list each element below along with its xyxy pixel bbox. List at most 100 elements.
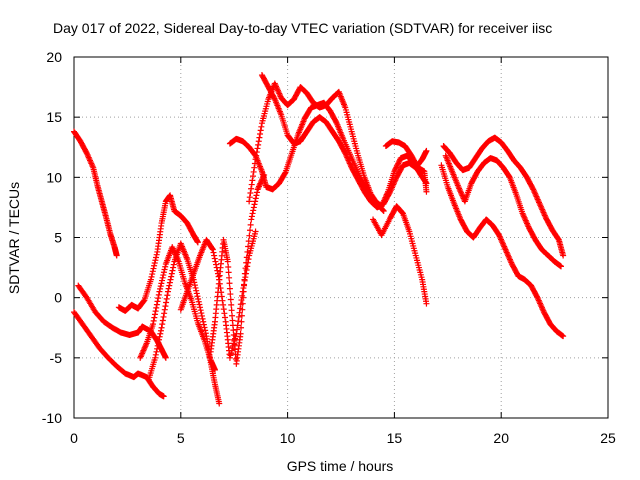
data-point	[156, 333, 163, 340]
data-point	[240, 294, 247, 301]
data-point	[246, 232, 253, 239]
data-point	[150, 317, 157, 324]
data-point	[252, 228, 259, 235]
data-point	[395, 160, 402, 167]
data-point	[152, 308, 159, 315]
series-track-16	[438, 162, 567, 340]
data-point	[533, 293, 540, 300]
data-point	[271, 94, 278, 101]
data-point	[195, 298, 202, 305]
series-track-14	[440, 134, 567, 259]
data-point	[216, 400, 223, 407]
series-track-7	[177, 228, 259, 361]
data-point	[162, 354, 169, 361]
x-tick-label: 15	[387, 430, 403, 446]
data-point	[213, 261, 220, 268]
data-point	[227, 296, 234, 303]
data-point	[257, 127, 264, 134]
data-point	[246, 194, 253, 201]
data-point	[247, 189, 254, 196]
data-point	[155, 291, 162, 298]
data-point	[170, 261, 177, 268]
data-point	[192, 284, 199, 291]
data-point	[221, 310, 228, 317]
data-point	[195, 295, 202, 302]
data-point	[156, 336, 163, 343]
data-point	[162, 263, 169, 270]
data-point	[252, 195, 259, 202]
data-point	[235, 318, 242, 325]
data-point	[243, 254, 250, 261]
tick-labels: 0 5 10 15 20 25 -10 -5 0 5 10 15 20	[42, 49, 616, 446]
data-point	[158, 324, 165, 331]
data-point	[147, 276, 154, 283]
data-point	[253, 192, 260, 199]
data-point	[211, 252, 218, 259]
data-point	[140, 297, 147, 304]
data-marks	[71, 72, 567, 407]
data-point	[239, 306, 246, 313]
data-point	[161, 310, 168, 317]
data-point	[160, 313, 167, 320]
data-point	[246, 198, 253, 205]
data-point	[251, 201, 258, 208]
y-tick-label: -5	[50, 350, 63, 366]
data-point	[241, 270, 248, 277]
data-point	[506, 173, 513, 180]
data-point	[255, 138, 262, 145]
data-point	[153, 301, 160, 308]
data-point	[193, 287, 200, 294]
y-tick-label: 15	[46, 109, 62, 125]
data-point	[151, 311, 158, 318]
x-tick-label: 20	[493, 430, 509, 446]
data-point	[164, 292, 171, 299]
data-point	[210, 249, 217, 256]
data-point	[558, 263, 565, 270]
data-point	[245, 243, 252, 250]
x-tick-label: 5	[177, 430, 185, 446]
data-point	[113, 252, 120, 259]
data-point	[209, 246, 216, 253]
data-point	[202, 327, 209, 334]
data-point	[242, 265, 249, 272]
data-point	[241, 282, 248, 289]
data-point	[157, 285, 164, 292]
data-point	[170, 264, 177, 271]
data-point	[245, 238, 252, 245]
data-point	[150, 321, 157, 328]
data-point	[250, 207, 257, 214]
data-point	[241, 276, 248, 283]
data-point	[248, 216, 255, 223]
data-point	[196, 301, 203, 308]
data-point	[560, 333, 567, 340]
data-point	[226, 274, 233, 281]
data-point	[158, 280, 165, 287]
data-point	[222, 314, 229, 321]
data-point	[423, 188, 430, 195]
data-point	[226, 285, 233, 292]
data-point	[155, 339, 162, 346]
data-point	[165, 285, 172, 292]
data-point	[157, 330, 164, 337]
data-point	[159, 277, 166, 284]
data-point	[392, 165, 399, 172]
data-point	[341, 149, 348, 156]
data-point	[239, 300, 246, 307]
data-point	[194, 239, 201, 246]
data-point	[157, 283, 164, 290]
data-point	[201, 324, 208, 331]
y-tick-label: 10	[46, 169, 62, 185]
y-tick-label: -10	[42, 410, 62, 426]
data-point	[257, 131, 264, 138]
data-point	[560, 252, 567, 259]
data-point	[253, 152, 260, 159]
data-point	[211, 255, 218, 262]
data-point	[238, 318, 245, 325]
data-point	[393, 164, 400, 171]
data-point	[252, 198, 259, 205]
data-point	[253, 149, 260, 156]
data-point	[215, 273, 222, 280]
data-point	[151, 262, 158, 269]
data-point	[149, 271, 156, 278]
